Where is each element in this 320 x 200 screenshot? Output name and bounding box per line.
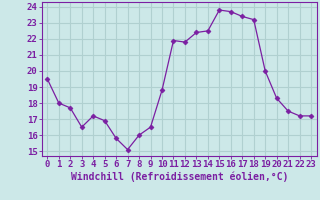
X-axis label: Windchill (Refroidissement éolien,°C): Windchill (Refroidissement éolien,°C) (70, 172, 288, 182)
